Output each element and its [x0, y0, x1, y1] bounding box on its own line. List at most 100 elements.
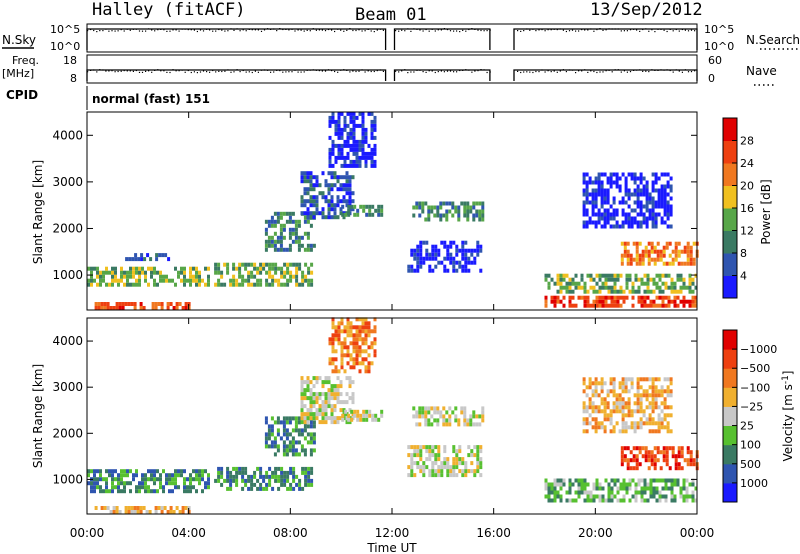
heatmap-cell [421, 406, 425, 411]
heatmap-cell [337, 131, 341, 136]
heatmap-cell [120, 477, 123, 482]
heatmap-cell [189, 266, 192, 271]
heatmap-cell [324, 400, 328, 405]
status-trace-dot [666, 30, 668, 33]
heatmap-cell [174, 473, 177, 478]
heatmap-cell [618, 381, 622, 386]
heatmap-cell [660, 200, 664, 205]
heatmap-cell [271, 474, 275, 479]
heatmap-cell [154, 510, 158, 514]
heatmap-cell [467, 248, 471, 253]
heatmap-cell [627, 172, 631, 177]
heatmap-cell [603, 224, 607, 229]
heatmap-cell [306, 440, 310, 445]
heatmap-cell [106, 506, 110, 510]
status-trace-dot [294, 30, 296, 32]
heatmap-cell [238, 470, 242, 475]
status-trace-dot [633, 69, 635, 71]
heatmap-cell [301, 282, 305, 287]
heatmap-cell [87, 481, 90, 486]
heatmap-cell [648, 196, 652, 201]
heatmap-cell [640, 277, 644, 282]
heatmap-cell [547, 285, 551, 290]
status-trace-dot [331, 29, 333, 31]
heatmap-cell [627, 397, 631, 402]
status-trace-dot [270, 71, 272, 73]
heatmap-cell [612, 216, 616, 221]
heatmap-cell [588, 413, 592, 418]
heatmap-cell [303, 191, 307, 196]
heatmap-cell [361, 361, 365, 366]
heatmap-cell [669, 212, 673, 217]
heatmap-cell [463, 209, 467, 214]
heatmap-cell [666, 224, 670, 229]
heatmap-cell [646, 295, 650, 300]
heatmap-cell [601, 486, 605, 491]
heatmap-cell [120, 469, 123, 474]
heatmap-cell [597, 212, 601, 217]
heatmap-cell [463, 414, 467, 419]
heatmap-cell [419, 465, 423, 470]
heatmap-cell [310, 278, 314, 283]
heatmap-cell [449, 469, 453, 474]
cpid-value: normal (fast) 151 [92, 92, 210, 106]
status-trace-dot [181, 69, 183, 71]
heatmap-cell [267, 432, 271, 437]
heatmap-cell [424, 217, 428, 222]
heatmap-cell [297, 416, 301, 421]
status-trace-dot [315, 69, 317, 71]
heatmap-cell [442, 213, 446, 218]
heatmap-cell [650, 458, 654, 463]
heatmap-cell [582, 212, 586, 217]
heatmap-cell [355, 155, 359, 160]
status-trace-dot [687, 71, 690, 73]
heatmap-cell [318, 376, 322, 381]
heatmap-cell [276, 219, 280, 224]
heatmap-cell [586, 490, 590, 495]
heatmap-cell [553, 482, 557, 487]
heatmap-cell [342, 215, 346, 220]
heatmap-cell [358, 353, 362, 358]
status-trace-dot [270, 28, 272, 30]
heatmap-cell [639, 200, 643, 205]
heatmap-cell [307, 470, 311, 475]
heatmap-cell [413, 248, 417, 253]
status-trace-dot [123, 30, 125, 32]
velocity-heatmap-cells [87, 317, 699, 514]
heatmap-cell [665, 446, 669, 451]
heatmap-cell [685, 490, 689, 495]
heatmap-cell [467, 268, 471, 273]
heatmap-cell [244, 478, 248, 483]
status-trace-dot [163, 29, 165, 31]
heatmap-cell [433, 406, 437, 411]
heatmap-cell [565, 289, 569, 294]
heatmap-cell [421, 410, 425, 415]
heatmap-cell [642, 409, 646, 414]
heatmap-cell [476, 240, 480, 245]
heatmap-cell [627, 413, 631, 418]
heatmap-cell [448, 209, 452, 214]
heatmap-cell [330, 215, 334, 220]
heatmap-cell [481, 209, 485, 214]
heatmap-cell [443, 449, 447, 454]
heatmap-cell [264, 440, 268, 445]
heatmap-cell [594, 385, 598, 390]
status-trace-dot [529, 71, 531, 73]
heatmap-cell [111, 473, 114, 478]
status-trace-dot [443, 28, 445, 30]
heatmap-cell [455, 473, 459, 478]
heatmap-cell [645, 393, 649, 398]
heatmap-cell [415, 205, 419, 210]
heatmap-cell [156, 489, 159, 494]
heatmap-cell [303, 404, 307, 409]
heatmap-cell [348, 408, 352, 413]
heatmap-cell [271, 278, 275, 283]
heatmap-cell [361, 337, 365, 342]
heatmap-cell [646, 482, 650, 487]
status-trace-dot [422, 30, 424, 32]
heatmap-cell [583, 285, 587, 290]
heatmap-cell [454, 205, 458, 210]
heatmap-cell [333, 215, 337, 220]
status-trace-dot [300, 29, 302, 31]
heatmap-cell [288, 440, 292, 445]
